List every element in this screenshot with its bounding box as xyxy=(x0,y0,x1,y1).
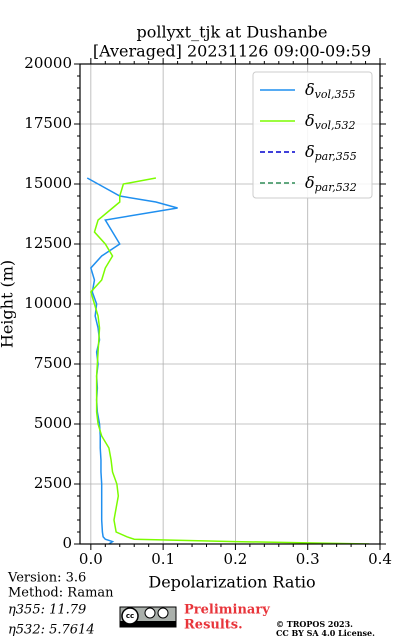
y-tick-label: 2500 xyxy=(34,474,72,492)
x-tick-label: 0.2 xyxy=(223,550,247,568)
profile-line xyxy=(89,177,370,544)
cc-icon: cc xyxy=(119,606,177,628)
y-tick-label: 20000 xyxy=(24,54,72,72)
y-tick-label: 0 xyxy=(62,534,72,552)
legend-label: δvol,532 xyxy=(305,111,356,133)
method: Method: Raman xyxy=(8,586,114,601)
x-tick-label: 0.3 xyxy=(296,550,320,568)
chart-subtitle: [Averaged] 20231126 09:00-09:59 xyxy=(93,42,371,61)
x-tick-label: 0.0 xyxy=(79,550,103,568)
license: CC BY SA 4.0 License. xyxy=(276,628,375,638)
y-tick-label: 17500 xyxy=(24,114,72,132)
x-tick-label: 0.4 xyxy=(368,550,392,568)
y-tick-label: 10000 xyxy=(24,294,72,312)
y-tick-label: 15000 xyxy=(24,174,72,192)
preliminary-note: Results. xyxy=(184,618,243,633)
legend-label: δpar,532 xyxy=(305,173,357,195)
x-axis-label: Depolarization Ratio xyxy=(148,573,315,592)
footer: Version: 3.6 Method: Raman η355: 11.79 η… xyxy=(7,571,114,638)
preliminary-note: Preliminary xyxy=(184,603,270,618)
y-axis-label: Height (m) xyxy=(0,260,17,348)
copyright: © TROPOS 2023. xyxy=(276,619,353,629)
plot-frame xyxy=(79,63,381,545)
y-tick-label: 5000 xyxy=(34,414,72,432)
svg-text:cc: cc xyxy=(126,612,134,620)
legend-label: δvol,355 xyxy=(305,80,356,102)
eta355: η355: 11.79 xyxy=(8,603,86,618)
version: Version: 3.6 xyxy=(7,571,86,586)
x-tick-label: 0.1 xyxy=(151,550,175,568)
chart-title: pollyxt_tjk at Dushanbe xyxy=(136,23,327,42)
y-tick-label: 7500 xyxy=(34,354,72,372)
legend-label: δpar,355 xyxy=(305,142,357,164)
legend-box xyxy=(252,71,373,199)
y-tick-label: 12500 xyxy=(24,234,72,252)
eta532: η532: 5.7614 xyxy=(8,623,95,638)
